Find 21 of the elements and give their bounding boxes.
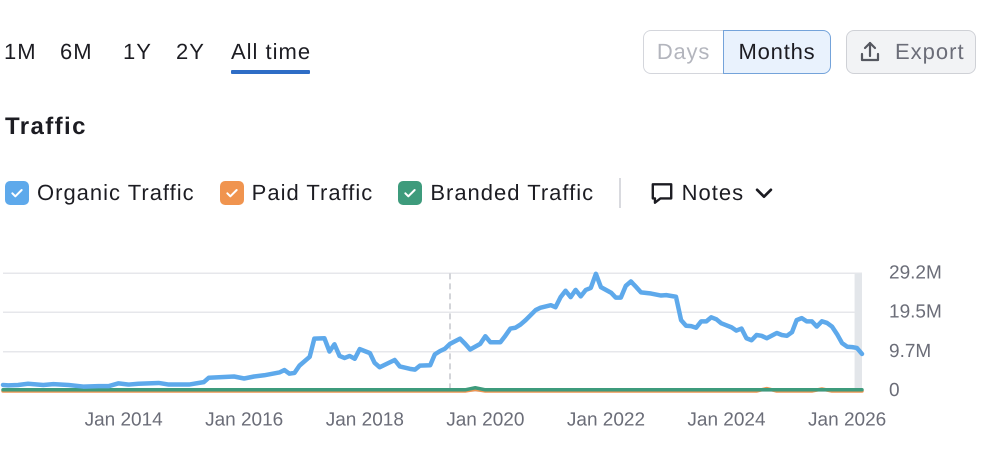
y-tick-label: 0: [889, 380, 900, 402]
text: 2Y: [176, 39, 205, 65]
y-tick-label: 29.2M: [889, 262, 942, 284]
x-tick-label: Jan 2020: [446, 410, 524, 431]
legend-label: Organic Traffic: [37, 180, 195, 206]
text: 6M: [60, 39, 93, 65]
x-tick-label: Jan 2022: [566, 410, 646, 431]
y-tick-label: 19.5M: [889, 302, 942, 323]
text: 1M: [4, 39, 37, 65]
x-tick-label: Jan 2016: [205, 410, 284, 431]
x-tick-label: Jan 2026: [808, 410, 886, 431]
x-tick-label: Jan 2018: [326, 410, 404, 431]
chart-title: Traffic: [5, 112, 87, 142]
x-tick-label: Jan 2024: [687, 410, 766, 431]
text: 1Y: [123, 39, 152, 65]
text: All time: [231, 39, 312, 65]
y-tick-label: 9.7M: [889, 341, 932, 362]
text: Notes: [682, 180, 744, 206]
legend-label: Paid Traffic: [252, 180, 374, 206]
legend-label: Branded Traffic: [430, 180, 594, 206]
x-tick-label: Jan 2014: [84, 410, 164, 431]
